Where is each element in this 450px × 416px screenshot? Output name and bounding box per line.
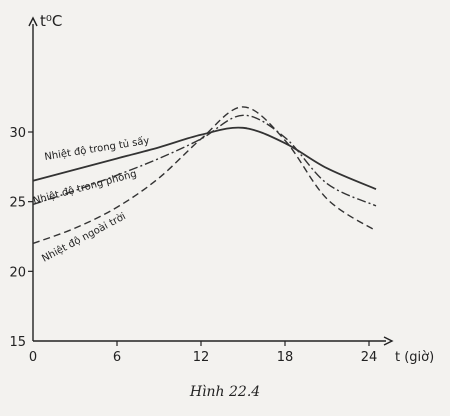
chart-ticks: 15 20 25 30 0 6 12 18 24: [9, 126, 377, 365]
x-tick-label: 0: [29, 350, 37, 365]
series-label-nhiet-do-trong-tu-say: Nhiệt độ trong tủ sấy: [44, 135, 151, 163]
y-axis-title: t⁰C: [40, 12, 62, 30]
y-tick-label: 25: [9, 196, 26, 211]
series-line-nhiet-do-trong-tu-say: [32, 126, 377, 190]
series-line-nhiet-do-ngoai-troi: [32, 106, 377, 245]
x-tick-label: 12: [193, 350, 210, 365]
y-tick-label: 20: [9, 265, 26, 280]
x-tick-label: 6: [113, 350, 121, 365]
series-label-nhiet-do-ngoai-troi: Nhiệt độ ngoài trời: [40, 210, 128, 264]
x-axis-title: t (giờ): [395, 350, 434, 365]
y-tick-label: 15: [9, 335, 26, 350]
series-label-nhiet-do-trong-phong: Nhiệt độ trong phòng: [32, 168, 138, 207]
figure-caption: Hình 22.4: [189, 384, 261, 400]
x-tick-label: 18: [277, 350, 294, 365]
series-line-nhiet-do-trong-phong: [32, 114, 377, 207]
y-tick-label: 30: [9, 126, 26, 141]
chart-axes: t⁰C t (giờ): [28, 12, 434, 365]
chart-series: [32, 106, 377, 245]
x-axis-arrow: [383, 336, 394, 346]
x-tick-label: 24: [361, 350, 378, 365]
y-axis-arrow: [28, 16, 38, 27]
